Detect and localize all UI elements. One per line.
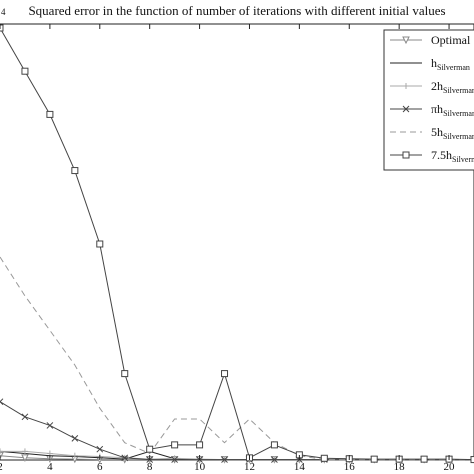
data-point: [0, 448, 3, 455]
x-tick-label: 18: [394, 461, 406, 473]
x-tick-label: 14: [294, 461, 306, 473]
x-tick-label: 16: [344, 461, 356, 473]
series-4: [0, 256, 474, 461]
series-line: [0, 256, 474, 461]
data-point: [470, 456, 474, 464]
legend-label: hSilverman: [431, 56, 470, 72]
data-point: [320, 454, 328, 462]
legend: Optimal hSilverman 2hSilverman πhSilverman 5…: [383, 29, 474, 171]
series-line: [0, 27, 474, 461]
legend-label: 2hSilverman: [431, 79, 474, 95]
data-point: [21, 454, 29, 462]
legend-marker: [402, 105, 410, 113]
x-axis: 2 4 6 8 10 12 14 16 18 20: [0, 24, 455, 473]
data-point: [146, 445, 154, 453]
chart-title: Squared error in the function of number …: [28, 3, 445, 18]
data-point: [46, 422, 54, 429]
data-point: [96, 445, 104, 453]
data-point: [0, 398, 4, 406]
data-point: [0, 24, 4, 32]
corner-label: 4: [1, 7, 6, 17]
data-point: [271, 456, 278, 463]
data-point: [221, 370, 229, 378]
legend-item: πhSilverman: [390, 102, 474, 118]
legend-item: hSilverman: [390, 56, 470, 72]
legend-item: Optimal: [390, 33, 471, 47]
x-tick-label: 2: [0, 461, 3, 473]
series-line: [0, 450, 474, 461]
data-point: [0, 452, 4, 460]
legend-label: Optimal: [431, 33, 471, 47]
data-point: [121, 370, 129, 378]
data-point: [171, 441, 179, 449]
x-tick-label: 20: [444, 461, 456, 473]
data-point: [171, 456, 178, 463]
legend-marker: [402, 36, 410, 45]
data-point: [46, 110, 54, 118]
data-point: [370, 455, 378, 463]
data-point: [221, 456, 228, 463]
data-point: [21, 413, 29, 421]
legend-item: 5hSilverman: [390, 125, 474, 141]
data-point: [121, 454, 129, 462]
data-point: [71, 167, 79, 175]
legend-label: 7.5hSilverman: [431, 148, 474, 164]
data-point: [71, 452, 78, 459]
x-tick-label: 12: [244, 461, 255, 473]
legend-label: πhSilverman: [431, 102, 474, 118]
data-point: [270, 441, 278, 449]
data-point: [196, 441, 204, 449]
legend-item: 2hSilverman: [390, 79, 474, 95]
x-tick-label: 6: [97, 461, 103, 473]
legend-label: 5hSilverman: [431, 125, 474, 141]
legend-item: 7.5hSilverman: [390, 148, 474, 164]
data-point: [96, 240, 104, 248]
legend-marker: [403, 83, 409, 89]
legend-marker: [402, 151, 410, 159]
data-point: [21, 67, 29, 75]
x-tick-label: 8: [147, 461, 153, 473]
x-tick-label: 10: [194, 461, 206, 473]
data-point: [21, 448, 28, 455]
x-tick-label: 4: [47, 461, 53, 473]
data-point: [71, 435, 79, 442]
legend-box: [383, 29, 474, 171]
data-point: [420, 455, 428, 463]
